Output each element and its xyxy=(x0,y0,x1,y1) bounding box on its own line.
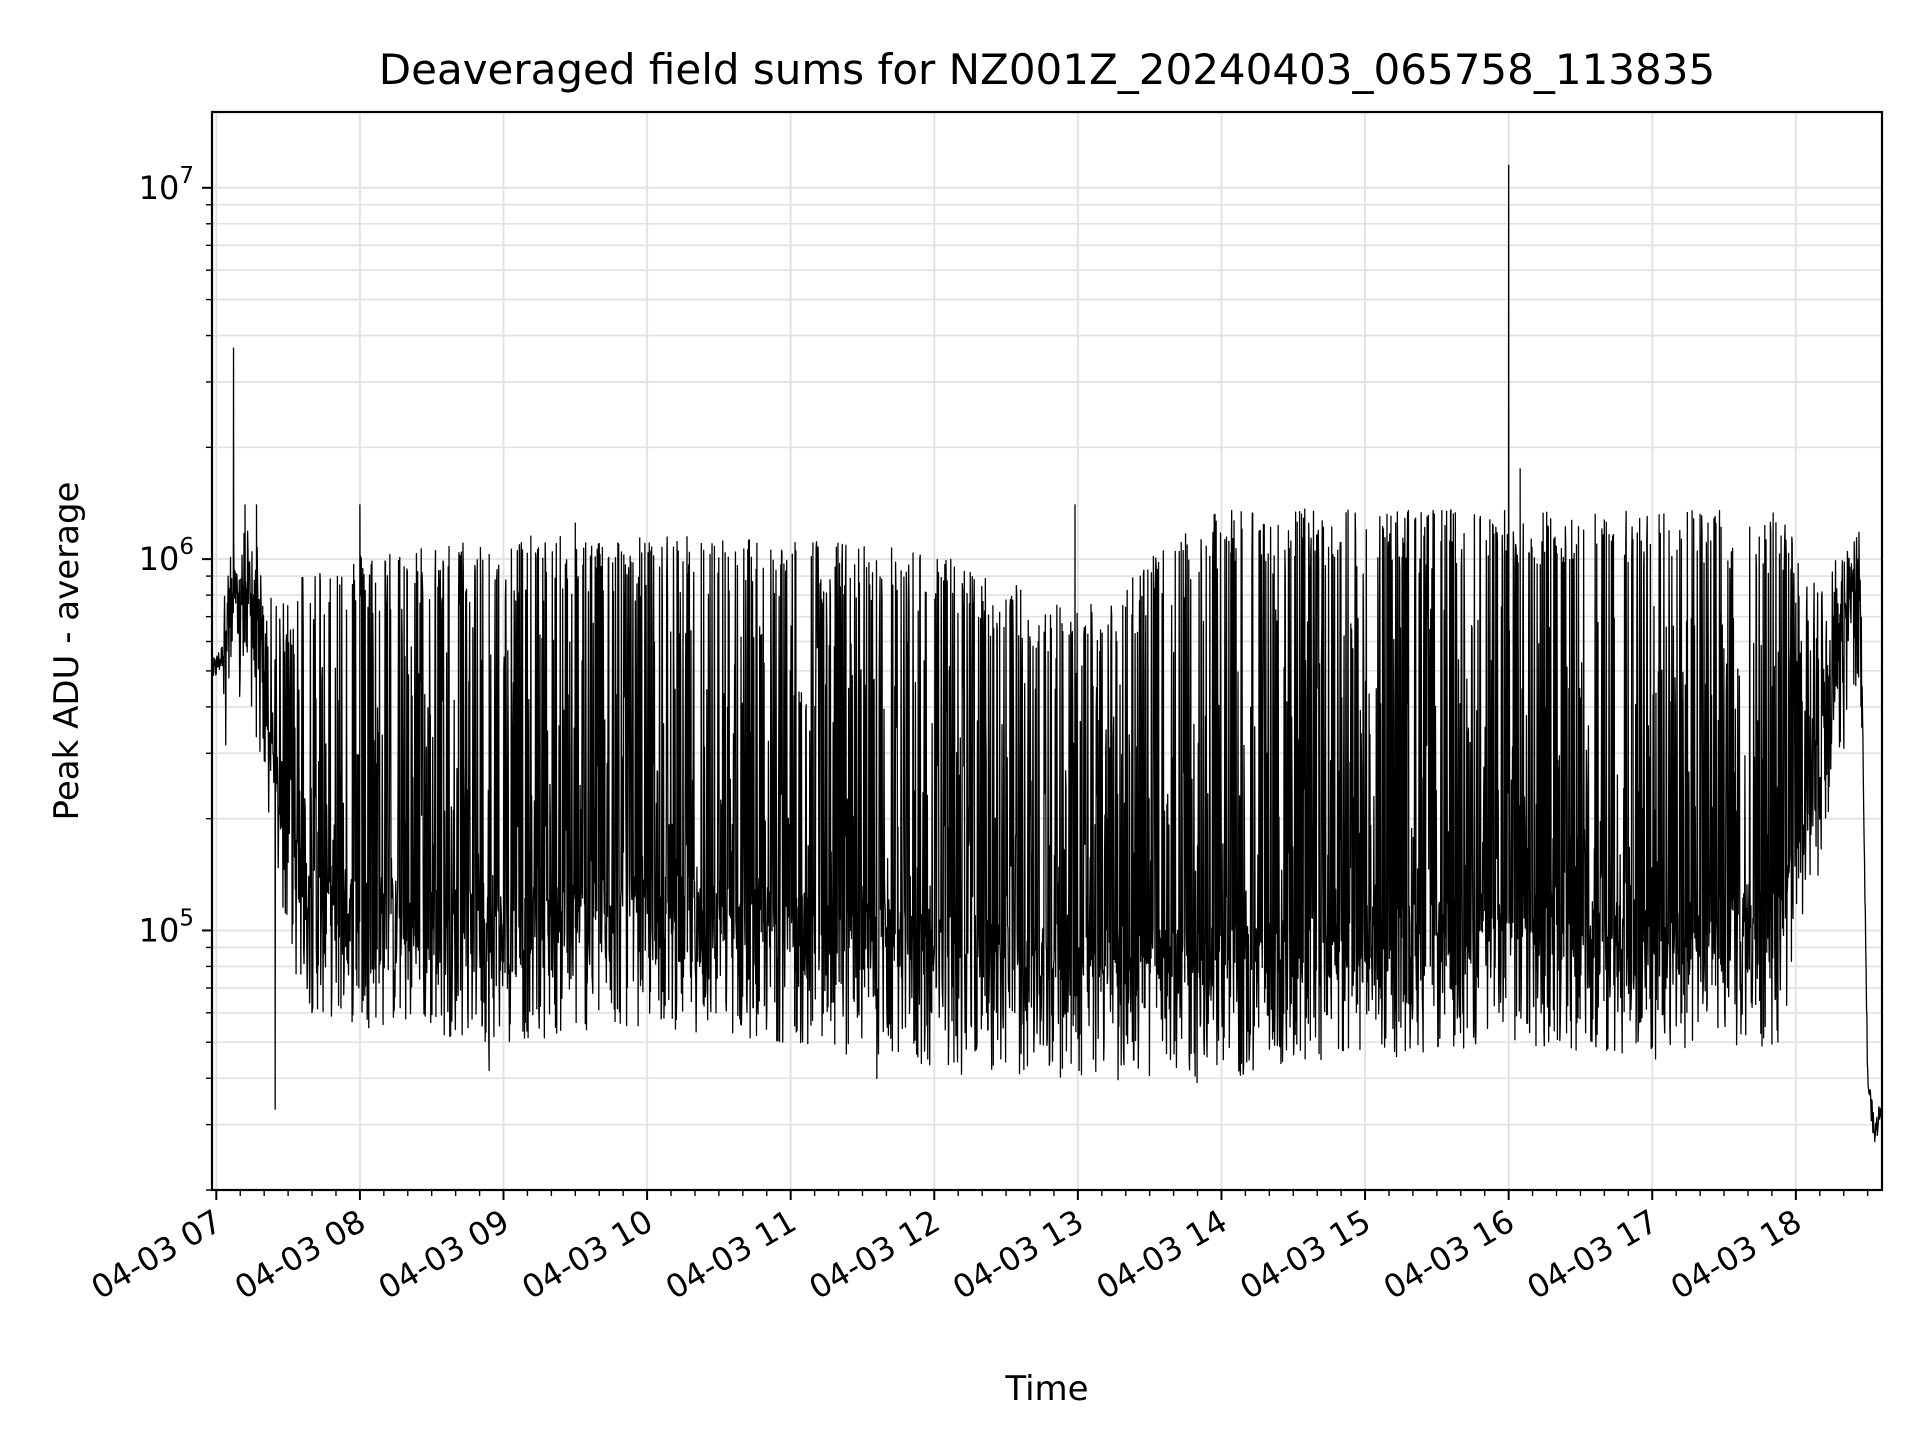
y-tick-exponent: 5 xyxy=(179,905,194,931)
y-tick-exponent: 6 xyxy=(179,534,194,560)
y-tick-exponent: 7 xyxy=(179,163,194,189)
y-tick-label: 107 xyxy=(139,163,194,207)
y-tick-base: 10 xyxy=(139,540,180,578)
x-axis-label: Time xyxy=(1004,1369,1088,1409)
y-tick-label: 105 xyxy=(139,905,194,949)
y-tick-base: 10 xyxy=(139,169,180,207)
y-tick-label: 106 xyxy=(139,534,194,578)
series-line xyxy=(212,164,1883,1143)
chart-title: Deaveraged field sums for NZ001Z_2024040… xyxy=(379,45,1715,94)
plot-frame xyxy=(210,110,1884,1192)
data-series-line xyxy=(212,164,1883,1143)
y-axis-label: Peak ADU - average xyxy=(47,482,87,821)
y-tick-base: 10 xyxy=(139,911,180,949)
